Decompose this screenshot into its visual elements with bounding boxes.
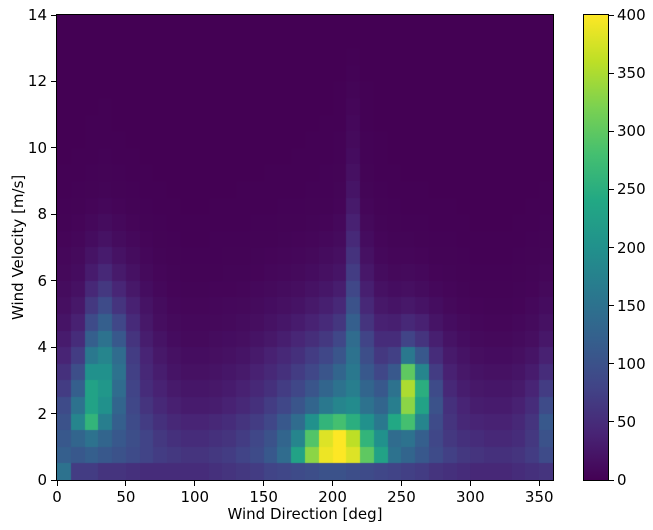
colorbar-tick-label: 250 (617, 180, 646, 199)
plot-area (56, 14, 554, 481)
heatmap-canvas (57, 15, 553, 480)
x-tick-mark (469, 481, 471, 486)
colorbar-tick-label: 0 (617, 471, 627, 489)
y-tick-label: 4 (37, 338, 47, 357)
colorbar-tick-mark (609, 305, 614, 307)
colorbar (583, 14, 609, 481)
x-axis-label: Wind Direction [deg] (227, 505, 383, 523)
y-tick-mark (51, 346, 56, 348)
x-tick-label: 0 (52, 488, 62, 506)
colorbar-gradient (584, 15, 608, 480)
x-tick-label: 250 (387, 488, 416, 506)
colorbar-tick-mark (609, 188, 614, 190)
colorbar-tick-label: 100 (617, 354, 646, 373)
colorbar-tick-label: 200 (617, 238, 646, 257)
x-tick-mark (56, 481, 58, 486)
colorbar-tick-mark (609, 363, 614, 365)
colorbar-tick-mark (609, 72, 614, 74)
y-tick-label: 8 (37, 205, 47, 224)
colorbar-tick-label: 150 (617, 296, 646, 315)
x-tick-mark (400, 481, 402, 486)
y-tick-mark (51, 479, 56, 481)
y-tick-label: 6 (37, 271, 47, 290)
x-tick-label: 150 (249, 488, 278, 506)
y-tick-mark (51, 413, 56, 415)
x-tick-mark (263, 481, 265, 486)
colorbar-tick-mark (609, 479, 614, 481)
y-tick-mark (51, 147, 56, 149)
colorbar-tick-label: 350 (617, 64, 646, 83)
y-tick-label: 2 (37, 404, 47, 423)
colorbar-tick-mark (609, 247, 614, 248)
y-tick-label: 0 (37, 471, 47, 489)
y-tick-mark (51, 80, 56, 82)
colorbar-tick-mark (609, 14, 614, 16)
colorbar-tick-mark (609, 130, 614, 132)
y-tick-mark (51, 14, 56, 16)
colorbar-tick-label: 400 (617, 6, 646, 24)
y-tick-label: 12 (27, 72, 47, 91)
x-tick-mark (194, 481, 196, 486)
colorbar-tick-label: 300 (617, 122, 646, 141)
y-tick-mark (51, 280, 56, 282)
y-tick-mark (51, 213, 56, 215)
x-tick-mark (332, 481, 334, 486)
y-axis-label: Wind Velocity [m/s] (9, 174, 27, 321)
x-tick-label: 50 (116, 488, 136, 506)
x-tick-label: 100 (180, 488, 210, 506)
y-tick-label: 14 (27, 6, 47, 24)
x-tick-mark (125, 481, 127, 486)
colorbar-tick-label: 50 (617, 412, 637, 431)
x-tick-label: 200 (318, 488, 347, 506)
x-tick-label: 350 (524, 488, 554, 506)
x-tick-label: 300 (456, 488, 485, 506)
y-tick-label: 10 (27, 138, 47, 157)
x-tick-mark (538, 481, 540, 486)
colorbar-tick-mark (609, 421, 614, 423)
